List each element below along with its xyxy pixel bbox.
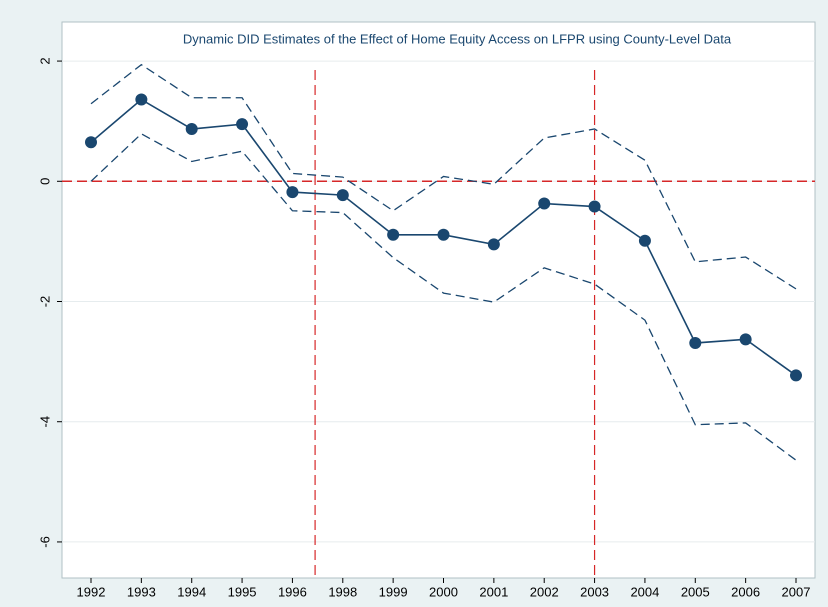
- x-tick-label: 1994: [177, 584, 206, 599]
- point: [135, 93, 148, 106]
- x-tick-label: 2002: [530, 584, 559, 599]
- x-tick-label: 2006: [731, 584, 760, 599]
- y-tick-label: -4: [37, 416, 52, 428]
- point: [487, 238, 500, 251]
- point: [689, 336, 702, 349]
- x-tick-label: 1995: [228, 584, 257, 599]
- plot-area: [61, 21, 816, 579]
- x-tick-label: 2004: [630, 584, 659, 599]
- point: [387, 228, 400, 241]
- x-tick-label: 2005: [681, 584, 710, 599]
- point: [790, 369, 802, 382]
- x-tick-label: 1992: [77, 584, 106, 599]
- y-tick-label: -6: [37, 536, 52, 548]
- point: [739, 333, 752, 346]
- point: [336, 189, 349, 202]
- y-tick-label: -2: [37, 296, 52, 308]
- x-tick-label: 1998: [328, 584, 357, 599]
- x-tick-label: 2001: [479, 584, 508, 599]
- x-tick-label: 1999: [379, 584, 408, 599]
- point: [437, 228, 450, 241]
- x-tick-label: 1996: [278, 584, 307, 599]
- x-tick-label: 2007: [782, 584, 811, 599]
- x-tick-label: 1993: [127, 584, 156, 599]
- point: [85, 136, 97, 149]
- x-tick-label: 2000: [429, 584, 458, 599]
- chart-title: Dynamic DID Estimates of the Effect of H…: [183, 31, 732, 46]
- point: [638, 234, 651, 247]
- point: [538, 197, 551, 210]
- point: [588, 200, 601, 213]
- ci-line: [90, 133, 797, 461]
- point: [236, 118, 249, 131]
- y-tick-label: 2: [37, 57, 52, 64]
- y-tick-label: 0: [37, 178, 52, 185]
- x-tick-label: 2003: [580, 584, 609, 599]
- point: [185, 122, 198, 135]
- ci-line: [90, 63, 797, 290]
- point: [286, 186, 299, 199]
